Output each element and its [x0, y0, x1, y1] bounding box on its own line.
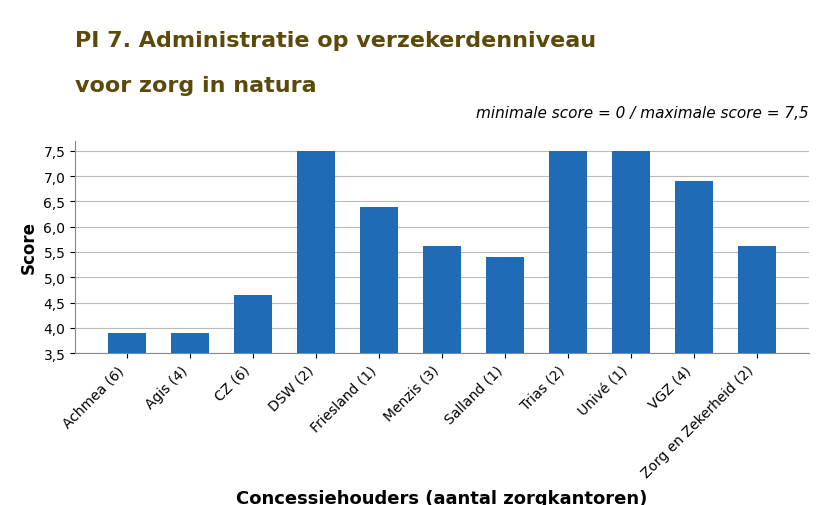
Bar — [108, 333, 146, 505]
Bar — [171, 333, 209, 505]
Bar — [486, 258, 524, 505]
Bar — [549, 152, 587, 505]
Bar — [360, 208, 398, 505]
Bar — [738, 246, 776, 505]
Text: PI 7. Administratie op verzekerdenniveau: PI 7. Administratie op verzekerdenniveau — [75, 30, 596, 50]
Text: voor zorg in natura: voor zorg in natura — [75, 76, 317, 96]
Y-axis label: Score: Score — [20, 221, 38, 274]
Bar — [675, 182, 713, 505]
Bar — [297, 152, 335, 505]
Bar — [423, 246, 461, 505]
X-axis label: Concessiehouders (aantal zorgkantoren): Concessiehouders (aantal zorgkantoren) — [236, 489, 648, 505]
Bar — [612, 152, 650, 505]
Bar — [234, 295, 272, 505]
Text: minimale score = 0 / maximale score = 7,5: minimale score = 0 / maximale score = 7,… — [476, 106, 809, 121]
